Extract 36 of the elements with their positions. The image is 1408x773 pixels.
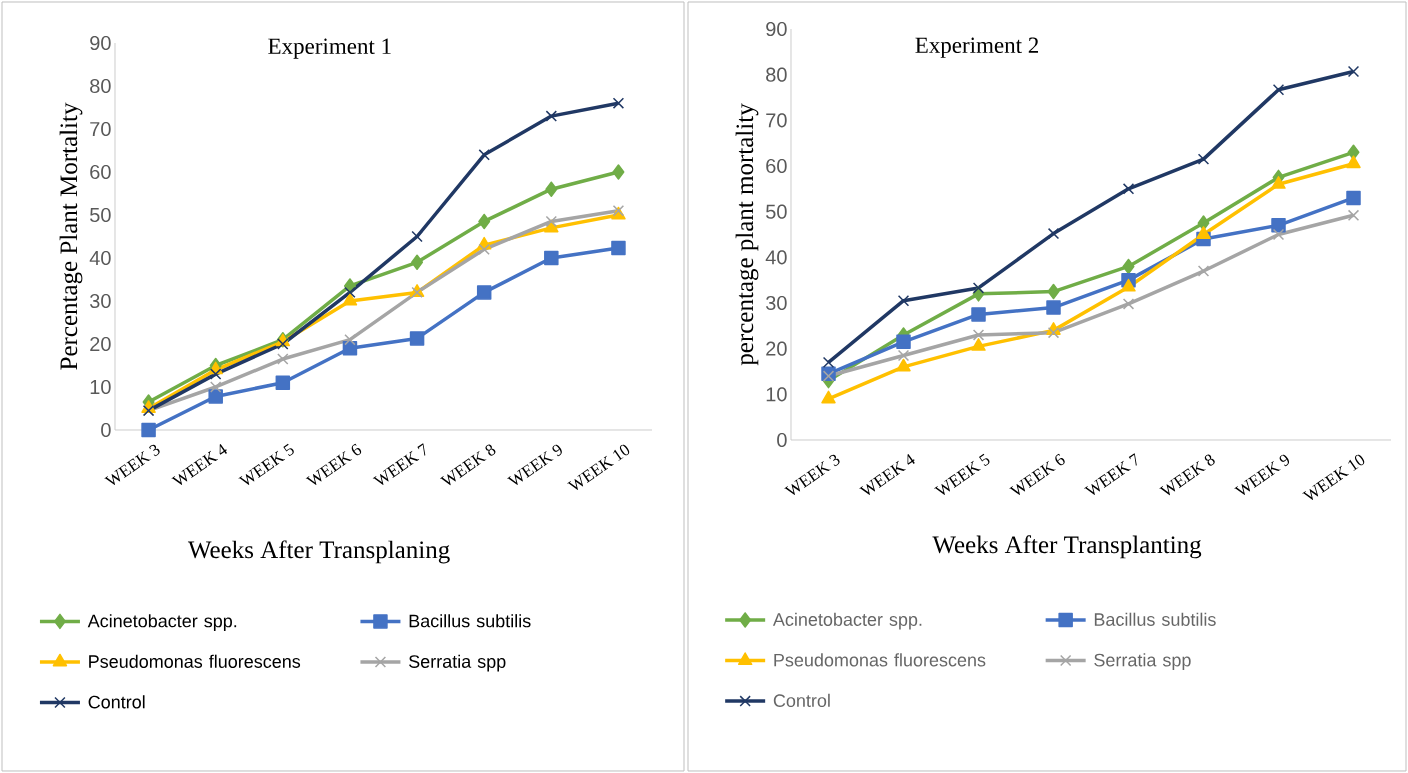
y-axis-title: percentage plant mortality [735, 103, 759, 366]
y-tick-label: 10 [766, 387, 787, 402]
legend-label: Pseudomonas fluorescens [774, 653, 986, 667]
legend-label: Control [773, 693, 830, 707]
y-tick-label: 10 [90, 379, 111, 395]
legend-label: Serratia spp [1094, 653, 1191, 671]
y-tick-label: 70 [90, 121, 111, 137]
y-tick-label: 90 [90, 35, 111, 51]
y-tick-label: 40 [765, 250, 787, 265]
x-axis-title: Weeks After Transplaning [187, 540, 450, 564]
x-axis-title: Weeks After Transplanting [932, 535, 1202, 559]
y-tick-label: 60 [90, 164, 111, 180]
chart-title: Experiment 1 [268, 38, 391, 59]
y-tick-label: 30 [766, 295, 787, 311]
chart-title: Experiment 2 [915, 37, 1039, 58]
y-tick-label: 0 [101, 422, 111, 438]
legend-label: Bacillus subtilis [1094, 612, 1216, 626]
legend-label: Acinetobacter spp. [87, 614, 237, 631]
y-tick-label: 20 [90, 336, 111, 352]
y-tick-label: 0 [777, 432, 787, 448]
legend-label: Control [88, 695, 145, 709]
legend-label: Pseudomonas fluorescens [89, 654, 301, 668]
y-tick-label: 70 [766, 113, 787, 128]
y-axis-title: Percentage Plant Mortality [59, 102, 83, 370]
legend-label: Acinetobacter spp. [772, 612, 922, 630]
y-tick-label: 90 [766, 21, 787, 37]
y-tick-label: 20 [766, 341, 787, 356]
y-tick-label: 50 [90, 207, 111, 223]
y-tick-label: 30 [90, 293, 111, 309]
y-tick-label: 80 [90, 78, 111, 94]
y-tick-label: 60 [766, 158, 787, 174]
y-tick-label: 80 [766, 67, 787, 82]
y-tick-label: 40 [89, 250, 111, 266]
legend-label: Bacillus subtilis [409, 614, 531, 628]
y-tick-label: 50 [766, 204, 787, 219]
legend-label: Serratia spp [409, 654, 506, 672]
